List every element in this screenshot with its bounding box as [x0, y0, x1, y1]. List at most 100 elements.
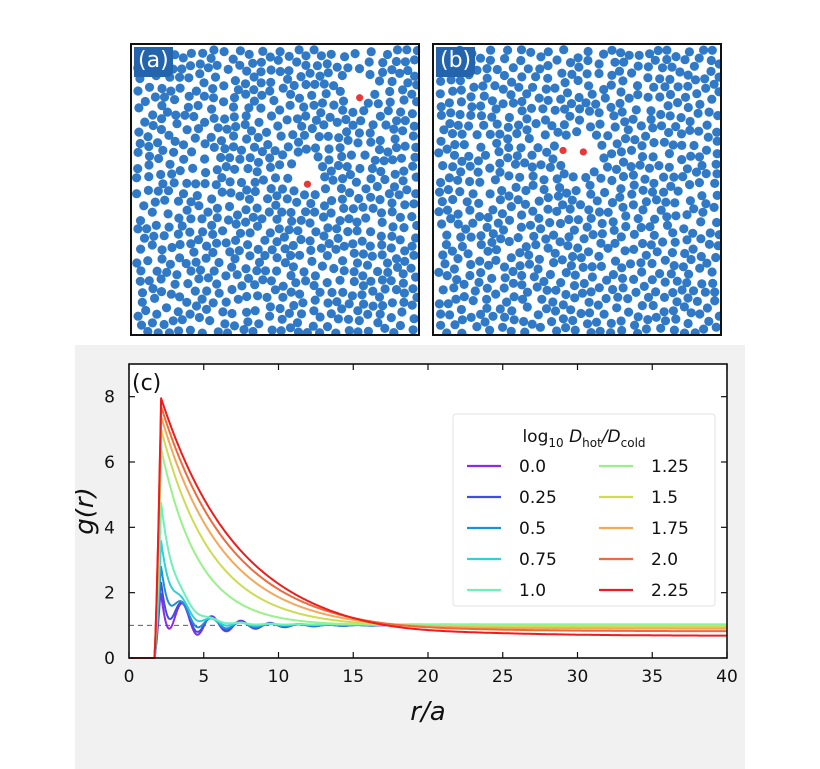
- particle: [616, 48, 626, 58]
- particle: [323, 298, 333, 308]
- legend-label: 0.25: [519, 488, 557, 508]
- particle: [245, 153, 255, 163]
- particle: [437, 219, 447, 229]
- particle: [197, 328, 207, 334]
- particle: [265, 311, 275, 321]
- particle: [189, 247, 199, 257]
- particle: [336, 183, 346, 194]
- particle: [483, 212, 493, 223]
- particle: [136, 320, 147, 330]
- particle: [637, 152, 648, 162]
- particle: [561, 289, 571, 300]
- y-tick-label: 8: [104, 388, 115, 408]
- particle: [186, 239, 196, 249]
- particle: [630, 135, 640, 145]
- particle: [277, 314, 287, 324]
- particle: [273, 55, 283, 65]
- particle: [459, 292, 469, 302]
- particle: [387, 207, 397, 217]
- particle: [641, 250, 651, 260]
- particle: [573, 75, 583, 86]
- particle: [206, 53, 216, 63]
- particle: [574, 62, 584, 72]
- particle: [231, 122, 241, 132]
- particle: [588, 230, 598, 240]
- particle: [168, 316, 178, 326]
- particle: [703, 132, 713, 142]
- particle: [468, 189, 478, 199]
- particle: [398, 278, 408, 288]
- particle: [288, 130, 298, 140]
- particle: [434, 299, 444, 309]
- particle: [267, 245, 277, 255]
- particle: [695, 263, 705, 273]
- particle: [248, 212, 258, 222]
- particle: [662, 220, 673, 230]
- particle: [389, 182, 400, 192]
- particle: [349, 248, 359, 258]
- particle: [463, 249, 473, 259]
- particle: [437, 197, 447, 207]
- particle: [548, 297, 558, 307]
- particle: [714, 311, 720, 321]
- particle: [466, 110, 476, 120]
- particle: [170, 95, 180, 105]
- particle: [228, 102, 239, 112]
- particle: [683, 81, 693, 91]
- particle: [649, 178, 659, 188]
- particle: [367, 163, 377, 174]
- particle: [713, 241, 720, 251]
- particle: [677, 140, 687, 150]
- particle: [223, 215, 234, 225]
- particle: [495, 129, 505, 139]
- particle: [333, 233, 343, 243]
- particle: [451, 294, 461, 304]
- particle: [373, 318, 383, 328]
- particle: [387, 198, 397, 208]
- particle: [520, 199, 531, 209]
- particle: [374, 76, 385, 86]
- particle: [457, 315, 467, 325]
- particle: [135, 276, 145, 286]
- particle: [194, 312, 204, 323]
- particle: [243, 273, 254, 283]
- particle: [317, 261, 327, 271]
- particle: [693, 108, 703, 118]
- particle: [400, 116, 410, 126]
- particle: [685, 196, 695, 206]
- particle: [248, 58, 258, 68]
- particle: [329, 81, 339, 91]
- particle: [555, 218, 566, 229]
- particle: [612, 139, 622, 149]
- particle: [295, 250, 305, 260]
- particle: [197, 214, 207, 224]
- particle: [618, 202, 628, 212]
- particle: [265, 52, 275, 62]
- particle: [606, 102, 616, 112]
- particle: [220, 319, 230, 329]
- particle: [649, 138, 659, 148]
- particle: [508, 98, 518, 108]
- particle: [472, 130, 482, 140]
- particle: [135, 216, 146, 226]
- particle: [623, 125, 633, 135]
- particle: [212, 60, 222, 70]
- particle: [400, 141, 410, 151]
- particle: [531, 119, 541, 129]
- particle: [476, 101, 486, 111]
- particle: [435, 89, 445, 99]
- particle: [143, 256, 153, 266]
- particle: [494, 147, 504, 157]
- particle: [280, 258, 290, 268]
- particle: [306, 198, 316, 209]
- particle: [172, 119, 182, 129]
- particle: [383, 267, 393, 277]
- particle: [608, 270, 618, 280]
- particle: [207, 220, 217, 230]
- particle: [158, 179, 168, 189]
- particle: [348, 204, 358, 214]
- particle: [536, 224, 546, 234]
- particle: [333, 314, 343, 324]
- particle: [265, 153, 275, 163]
- particle: [626, 145, 637, 155]
